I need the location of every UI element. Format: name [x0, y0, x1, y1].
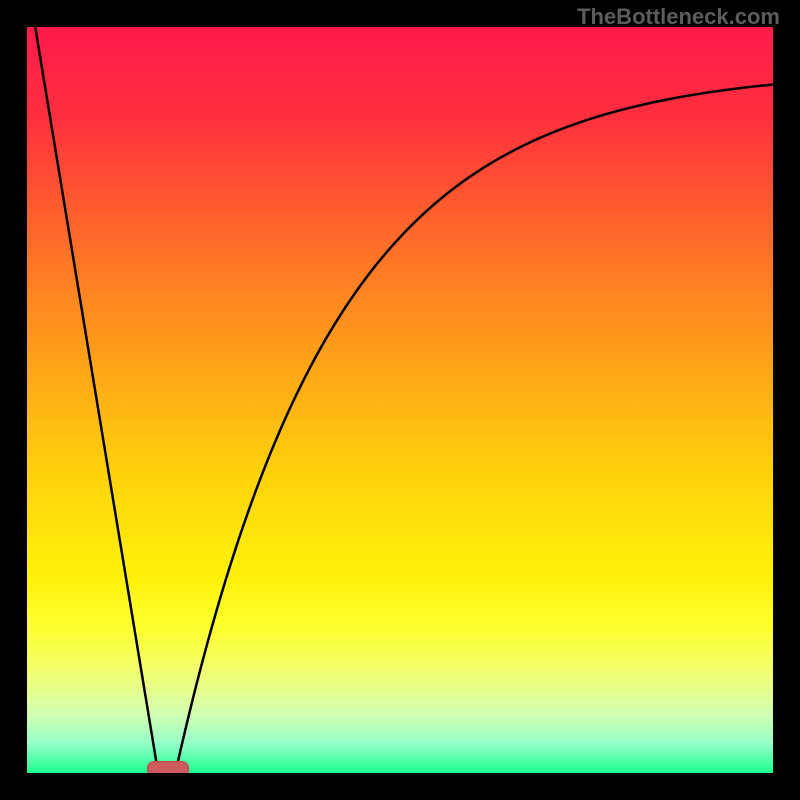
right-ascending-curve [176, 84, 773, 769]
left-descending-line [35, 27, 157, 769]
minimum-marker [147, 761, 189, 773]
watermark-text: TheBottleneck.com [577, 4, 780, 30]
curve-layer [27, 27, 773, 773]
plot-area [27, 27, 773, 773]
chart-container: TheBottleneck.com [0, 0, 800, 800]
